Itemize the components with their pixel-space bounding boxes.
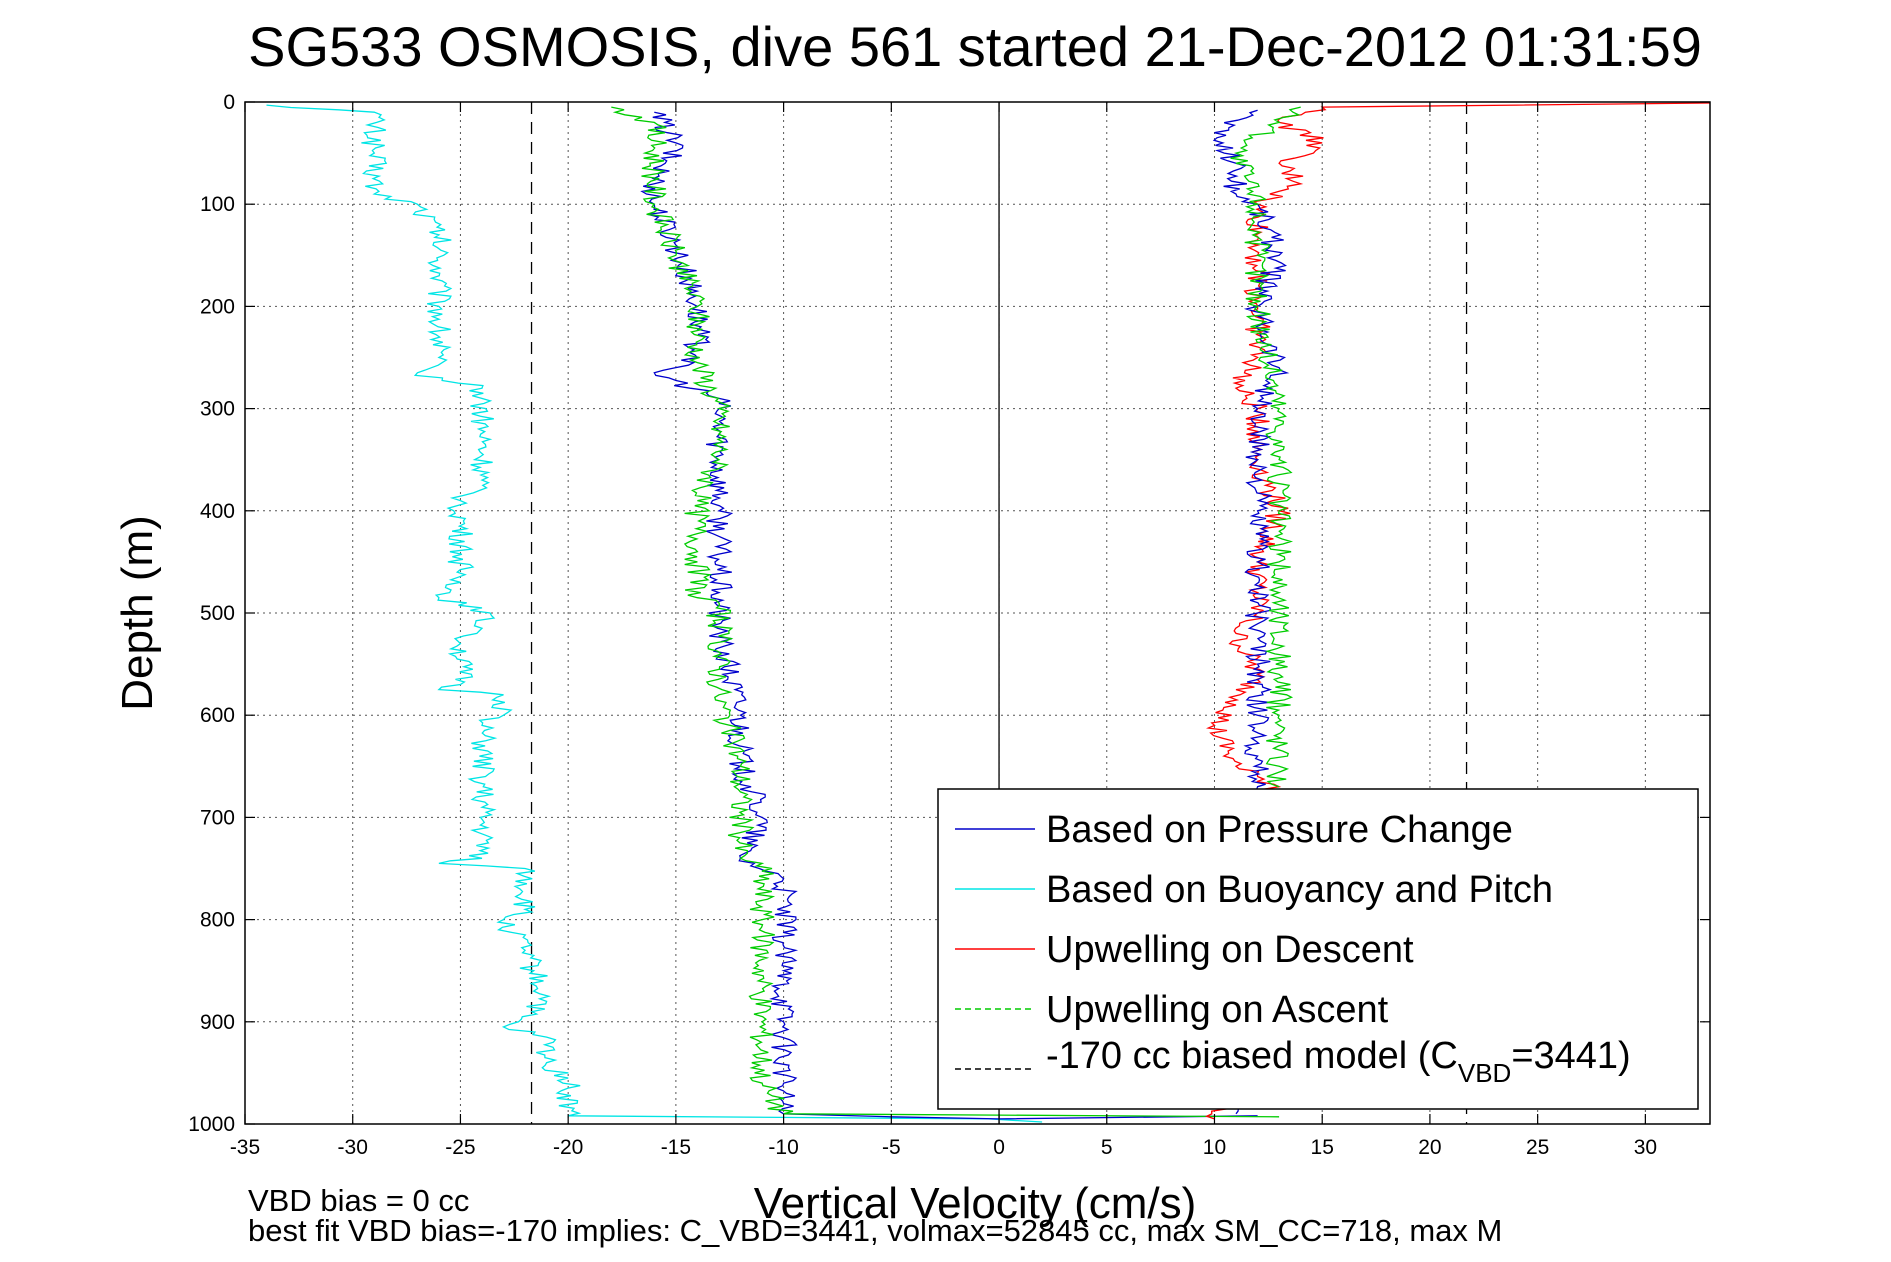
y-tick-label-3: 300 <box>200 398 235 421</box>
x-tick-label-1: -30 <box>338 1136 368 1159</box>
legend-label-model-main: -170 cc biased model (C <box>1046 1035 1458 1077</box>
x-tick-label-13: 30 <box>1634 1136 1657 1159</box>
chart-title: SG533 OSMOSIS, dive 561 started 21-Dec-2… <box>248 15 1702 78</box>
y-tick-label-7: 700 <box>200 806 235 829</box>
x-tick-label-4: -15 <box>661 1136 691 1159</box>
series-group <box>266 102 1711 1123</box>
x-axis-label: Vertical Velocity (cm/s) <box>754 1179 1197 1228</box>
legend: Based on Pressure Change Based on Buoyan… <box>937 788 1699 1110</box>
series-line-5 <box>1230 106 1301 788</box>
y-tick-label-4: 400 <box>200 500 235 523</box>
legend-label-pressure: Based on Pressure Change <box>1046 809 1513 851</box>
x-tick-label-11: 20 <box>1418 1136 1441 1159</box>
legend-label-model: -170 cc biased model (CVBD=3441) <box>1046 1035 1631 1088</box>
x-tick-label-5: -10 <box>768 1136 798 1159</box>
y-tick-label-1: 100 <box>200 193 235 216</box>
x-tick-label-12: 25 <box>1526 1136 1549 1159</box>
legend-label-model-sub: VBD <box>1458 1058 1511 1088</box>
legend-label-ascent: Upwelling on Ascent <box>1046 989 1389 1031</box>
x-tick-label-3: -20 <box>553 1136 583 1159</box>
y-tick-label-5: 500 <box>200 602 235 625</box>
x-tick-label-8: 5 <box>1101 1136 1113 1159</box>
x-tick-label-6: -5 <box>882 1136 901 1159</box>
y-tick-label-2: 200 <box>200 295 235 318</box>
x-tick-label-10: 15 <box>1311 1136 1334 1159</box>
y-tick-label-9: 900 <box>200 1011 235 1034</box>
legend-label-descent: Upwelling on Descent <box>1046 929 1414 971</box>
legend-box <box>937 788 1699 1110</box>
x-tick-label-7: 0 <box>993 1136 1005 1159</box>
y-axis-label: Depth (m) <box>113 515 162 711</box>
x-tick-label-2: -25 <box>445 1136 475 1159</box>
x-tick-label-9: 10 <box>1203 1136 1226 1159</box>
footer-line1: VBD bias = 0 cc <box>248 1183 469 1218</box>
legend-label-buoyancy: Based on Buoyancy and Pitch <box>1046 869 1553 911</box>
y-tick-label-10: 1000 <box>188 1113 235 1136</box>
footer-line2: best fit VBD bias=-170 implies: C_VBD=34… <box>248 1213 1502 1248</box>
x-tick-label-0: -35 <box>230 1136 260 1159</box>
legend-label-model-tail: =3441) <box>1511 1035 1630 1077</box>
y-tick-label-8: 800 <box>200 909 235 932</box>
series-line-0 <box>266 104 1043 1123</box>
grid <box>244 101 1710 1125</box>
y-tick-label-0: 0 <box>223 91 235 114</box>
y-tick-label-6: 600 <box>200 704 235 727</box>
tick-group: -35 -30 -25 -20 -15 -10 -5 0 5 10 15 20 25 3001002003… <box>188 91 1710 1159</box>
series-line-2 <box>611 106 1280 1118</box>
